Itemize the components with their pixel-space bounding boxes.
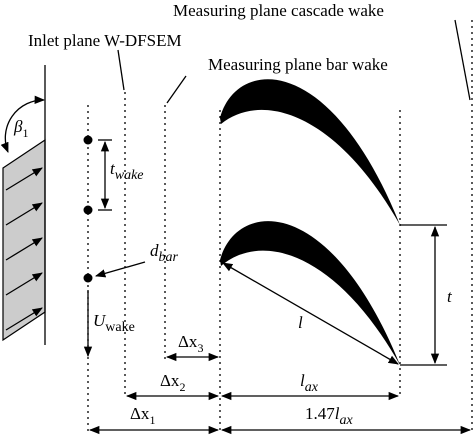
pointer [95,261,146,278]
text-part: t [110,159,116,178]
symbol: Uwake [93,311,135,335]
pointer [117,49,125,91]
text-part: wake [105,320,135,335]
text-part: d [150,241,159,260]
symbol: l [298,313,303,332]
text-part: Δx [178,332,198,351]
text-part: 1.47 [305,404,335,423]
blade [220,79,400,225]
symbol: Δx2 [160,371,185,394]
pointer [454,19,471,101]
angle-arc [0,95,46,153]
inflow-arrows [5,167,43,331]
text-part: 1 [149,413,155,427]
symbol: twake [110,159,144,183]
dimensions [88,352,472,435]
pointer [166,75,187,104]
symbol: 1.47lax [305,404,353,428]
symbol: β1 [13,117,28,140]
text-part: ax [305,380,319,395]
text-part: β [13,117,23,136]
label: Inlet plane W-DFSEM [28,31,182,50]
symbol: Δx3 [178,332,203,355]
bars [83,135,93,283]
label: Measuring plane cascade wake [173,1,384,20]
text-part: U [93,311,107,330]
text-part: 3 [197,341,203,355]
symbol: dbar [150,241,179,265]
text-part: ax [339,413,353,428]
text-part: 1 [22,126,28,140]
symbol: t [447,287,453,306]
dim-arrow [222,262,399,365]
text-part: Δx [160,371,180,390]
text-part: wake [115,168,144,183]
text-part: l [300,371,305,390]
symbol: Δx1 [130,404,155,427]
text-part: Δx [130,404,150,423]
text-part: 2 [179,380,185,394]
symbol: lax [300,371,319,395]
blade [220,221,400,365]
label: Measuring plane bar wake [208,55,388,74]
text-part: bar [159,250,179,265]
planes [87,20,473,432]
text-part: l [335,404,340,423]
